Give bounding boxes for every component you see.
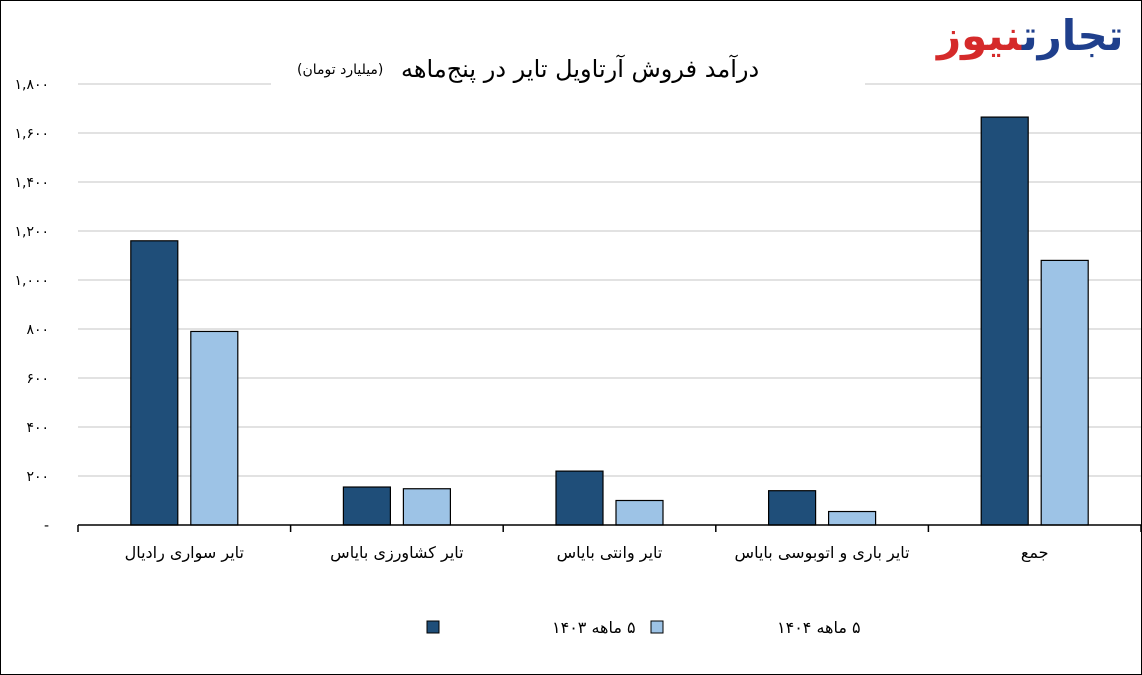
- legend-swatch: [650, 620, 664, 634]
- y-tick-label: -: [44, 518, 49, 534]
- y-tick-label: ۶۰۰: [26, 371, 49, 387]
- legend: ۵ ماهه ۱۴۰۳ ۵ ماهه ۱۴۰۴: [426, 618, 861, 637]
- bar: [980, 116, 1029, 526]
- y-tick-label: ۱,۴۰۰: [14, 175, 49, 191]
- bar: [190, 330, 239, 526]
- category-label: تایر سواری رادیال: [125, 543, 244, 563]
- y-axis-tick-labels: - ۲۰۰ ۴۰۰ ۶۰۰ ۸۰۰ ۱,۰۰۰ ۱,۲۰۰ ۱,۴۰۰ ۱,۶۰۰ ۱,۸۰۰: [14, 77, 49, 534]
- legend-swatch: [426, 620, 440, 634]
- chart-title: درآمد فروش آرتاویل تایر در پنج‌ماهه: [401, 55, 760, 83]
- brand-logo-part-b: نیوز: [937, 11, 1022, 60]
- y-tick-label: ۱,۸۰۰: [14, 77, 49, 93]
- chart-subtitle: (میلیارد تومان): [297, 62, 384, 78]
- brand-logo-part-a: تجارت: [1021, 11, 1124, 60]
- y-tick-label: ۴۰۰: [26, 420, 49, 436]
- legend-label: ۵ ماهه ۱۴۰۴: [777, 618, 861, 637]
- brand-logo: تجارتنیوز: [937, 15, 1124, 57]
- title-background: [271, 51, 865, 87]
- bar: [615, 499, 664, 526]
- bar: [1040, 259, 1089, 526]
- x-axis: [77, 524, 1141, 532]
- y-tick-label: ۸۰۰: [26, 322, 49, 338]
- bars: [130, 116, 1089, 526]
- category-labels: تایر سواری رادیال تایر کشاورزی بایاس تایر …: [125, 543, 1049, 563]
- bar: [402, 488, 451, 526]
- bar: [827, 510, 877, 526]
- bar: [767, 490, 817, 526]
- y-tick-label: ۱,۶۰۰: [14, 126, 49, 142]
- category-label: جمع: [1021, 543, 1049, 563]
- y-tick-label: ۱,۰۰۰: [14, 273, 49, 289]
- category-label: تایر کشاورزی بایاس: [330, 543, 463, 563]
- bar: [555, 470, 604, 526]
- category-label: تایر باری و اتوبوسی بایاس: [735, 543, 910, 563]
- y-tick-label: ۱,۲۰۰: [14, 224, 49, 240]
- legend-label: ۵ ماهه ۱۴۰۳: [552, 618, 636, 637]
- bar: [130, 240, 179, 526]
- bar: [342, 486, 391, 526]
- y-tick-label: ۲۰۰: [26, 469, 49, 485]
- category-label: تایر وانتی بایاس: [557, 543, 663, 563]
